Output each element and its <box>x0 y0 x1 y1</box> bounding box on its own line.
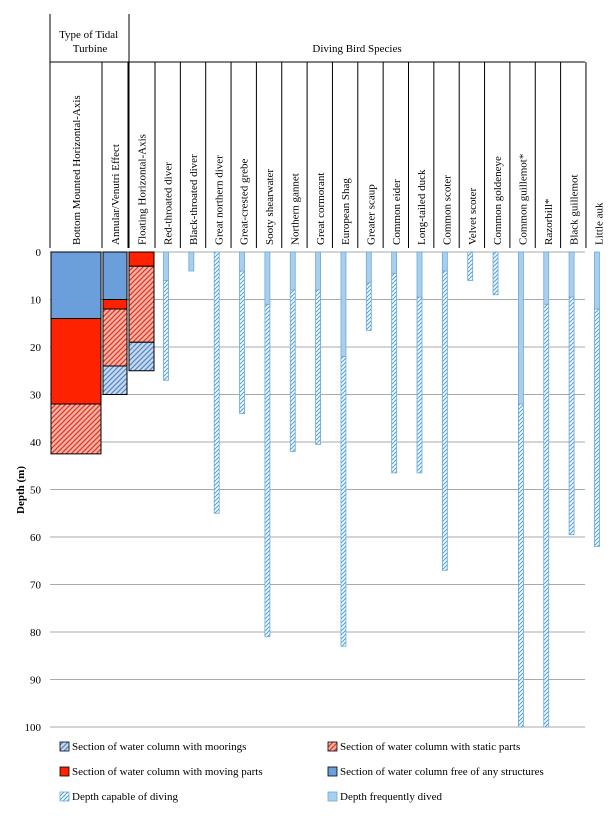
turbine-segment-free <box>50 251 102 319</box>
turbine-segment-static <box>102 308 128 367</box>
bird-frequent-bar <box>163 251 169 281</box>
bird-frequent-bar <box>315 251 322 291</box>
legend-swatch-frequent <box>327 791 338 802</box>
bird-frequent-bar <box>289 251 296 291</box>
bird-label: European Shag <box>340 178 352 245</box>
turbine-label: Bottom Mounted Horizontal-Axis <box>71 95 83 245</box>
bird-frequent-bar <box>188 251 195 272</box>
y-tick-label: 100 <box>25 722 42 734</box>
bird-label: Little auk <box>594 202 606 245</box>
bird-capable-bar <box>568 296 575 536</box>
legend-label-static: Section of water column with static part… <box>340 741 520 753</box>
bird-capable-bar <box>594 308 600 547</box>
bird-capable-bar <box>239 270 245 414</box>
y-axis-label: Depth (m) <box>15 466 27 514</box>
bird-frequent-bar <box>441 251 448 272</box>
bird-label: Sooty shearwater <box>264 169 276 245</box>
bird-label: Greater scaup <box>365 184 377 245</box>
legend-swatch-static <box>327 741 338 752</box>
bird-frequent-bar <box>365 251 372 284</box>
bird-label: Common guillemot* <box>518 154 530 245</box>
bird-frequent-bar <box>518 251 524 405</box>
y-tick-label: 0 <box>36 247 42 259</box>
bird-frequent-bar <box>340 251 347 357</box>
legend-swatch-moorings <box>59 741 70 752</box>
bird-capable-bar <box>518 403 524 728</box>
turbine-label: Annular/Venutri Effect <box>110 144 122 245</box>
bird-label: Common goldeneye <box>492 156 504 245</box>
turbine-segment-moving <box>128 251 155 267</box>
bird-label: Great northern diver <box>213 155 225 245</box>
y-tick-label: 70 <box>30 580 42 592</box>
bird-capable-bar <box>264 303 271 638</box>
legend-swatch-moving <box>59 766 70 777</box>
bird-capable-bar <box>441 270 448 571</box>
turbine-segment-moorings <box>102 365 128 395</box>
bird-frequent-bar <box>594 251 600 310</box>
bird-bars <box>163 251 600 728</box>
bird-capable-bar <box>365 282 372 331</box>
turbine-segment-moorings <box>128 341 155 372</box>
bird-capable-bar <box>391 272 398 474</box>
bird-group-header: Diving Bird Species <box>312 43 401 55</box>
bird-capable-bar <box>492 251 499 296</box>
turbine-segment-static <box>50 403 102 455</box>
y-tick-label: 30 <box>30 390 42 402</box>
legend-label-frequent: Depth frequently dived <box>340 791 443 803</box>
y-tick-label: 60 <box>30 532 42 544</box>
bird-frequent-bar <box>416 251 423 298</box>
turbine-segment-moving <box>102 299 128 310</box>
bird-capable-bar <box>315 289 322 445</box>
bird-label: Black-throated diver <box>188 154 200 245</box>
bird-label: Common scoter <box>442 175 454 245</box>
turbine-bars <box>50 251 155 455</box>
legend-swatch-free <box>327 766 338 777</box>
legend-label-moorings: Section of water column with moorings <box>72 741 246 753</box>
bird-capable-bar <box>289 289 296 452</box>
legend: Section of water column with moorings Sec… <box>59 741 544 803</box>
legend-label-free: Section of water column free of any stru… <box>340 766 544 778</box>
column-dividers <box>101 62 587 248</box>
legend-swatch-capable <box>59 791 70 802</box>
y-tick-label: 90 <box>30 675 42 687</box>
turbine-segment-static <box>128 265 155 343</box>
bird-capable-bar <box>416 296 423 474</box>
bird-frequent-bar <box>239 251 245 272</box>
turbine-segment-moving <box>50 318 102 405</box>
bird-capable-bar <box>163 280 169 381</box>
legend-label-moving: Section of water column with moving part… <box>72 766 263 778</box>
turbine-segment-free <box>102 251 128 300</box>
legend-label-capable: Depth capable of diving <box>72 791 178 803</box>
bird-label: Razorbill* <box>543 199 555 245</box>
bird-label: Northern gannet <box>289 173 301 245</box>
bird-frequent-bar <box>543 251 550 305</box>
column-labels: Bottom Mounted Horizontal-Axis Annular/Ve… <box>71 95 606 245</box>
y-tick-label: 20 <box>30 342 42 354</box>
bird-frequent-bar <box>391 251 398 274</box>
bird-label: Long-tailed duck <box>416 169 428 245</box>
header-frame <box>49 14 585 248</box>
bird-capable-bar <box>340 356 347 647</box>
bird-label: Great-crested grebe <box>239 158 251 245</box>
y-tick-label: 40 <box>30 437 42 449</box>
bird-label: Red-throated diver <box>163 162 175 245</box>
bird-capable-bar <box>213 251 220 514</box>
y-tick-label: 10 <box>30 295 42 307</box>
bird-capable-bar <box>467 251 474 281</box>
bird-label: Common eider <box>391 179 403 245</box>
bird-label: Great cormorant <box>315 173 327 245</box>
y-tick-label: 80 <box>30 627 42 639</box>
bird-frequent-bar <box>568 251 575 298</box>
bird-label: Velvet scoter <box>467 188 479 245</box>
y-tick-label: 50 <box>30 485 42 497</box>
turbine-label: Floating Horizontal-Axis <box>137 134 149 245</box>
bird-capable-bar <box>543 303 550 728</box>
bird-frequent-bar <box>264 251 271 305</box>
turbine-group-header: Type of Tidal Turbine <box>59 29 121 55</box>
y-tick-labels: 0 10 20 30 40 50 60 70 80 90 100 <box>25 247 42 734</box>
bird-label: Black guillemot <box>568 174 580 245</box>
